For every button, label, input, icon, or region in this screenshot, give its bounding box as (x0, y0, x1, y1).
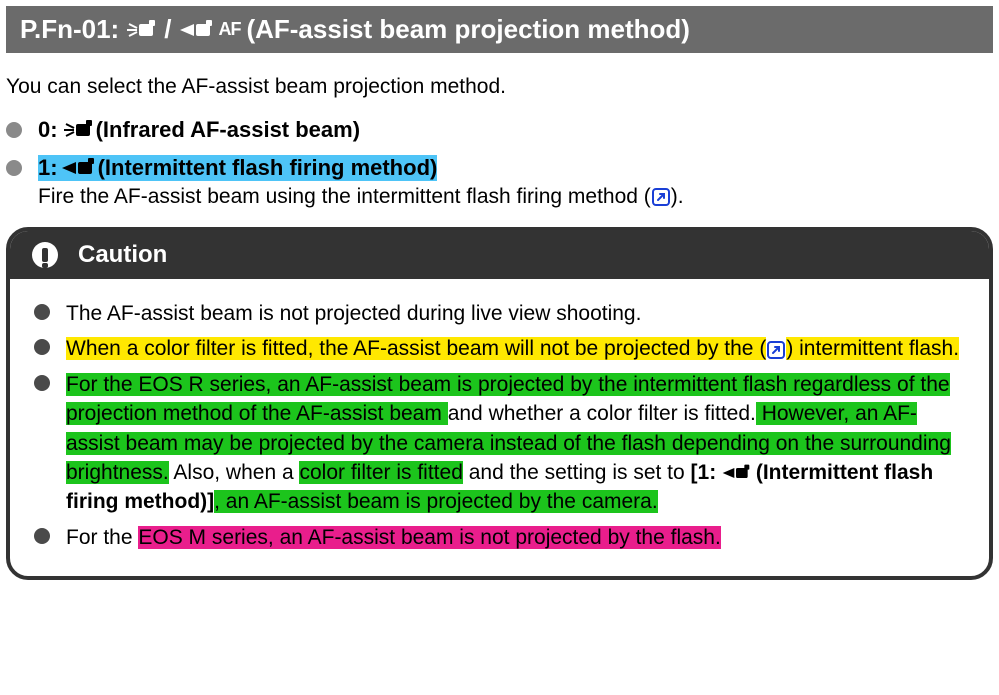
bullet-icon (34, 339, 50, 355)
caution-box: Caution The AF-assist beam is not projec… (6, 227, 993, 580)
c3-b: and whether a color filter is fitted. (448, 402, 756, 425)
option-1-num: 1: (38, 155, 58, 181)
af-label: AF (218, 19, 240, 40)
caution-body: The AF-assist beam is not projected duri… (10, 279, 989, 576)
caution-item-1: The AF-assist beam is not projected duri… (34, 299, 965, 328)
c4-b: EOS M series, an AF-assist beam is not p… (138, 526, 720, 549)
bullet-icon (34, 304, 50, 320)
option-1-row: 1: (Intermittent flash firing method) Fi… (6, 155, 993, 209)
infrared-beam-icon (125, 18, 155, 42)
caution-icon (32, 242, 58, 268)
c3-j: beam is projected by the camera. (347, 490, 658, 513)
separator-slash: / (164, 14, 171, 45)
option-1-body-post: ). (671, 185, 684, 208)
bullet-icon (34, 528, 50, 544)
option-1-body: Fire the AF-assist beam using the interm… (38, 185, 993, 209)
c3-i: , an AF-assist (214, 490, 347, 513)
bullet-icon (6, 160, 22, 176)
caution-item-4: For the EOS M series, an AF-assist beam … (34, 523, 965, 552)
bullet-icon (34, 375, 50, 391)
option-1-label: (Intermittent flash firing method) (98, 155, 438, 181)
header-title: (AF-assist beam projection method) (246, 14, 690, 45)
caution-item-1-text: The AF-assist beam is not projected duri… (66, 299, 965, 328)
c4-a: For the (66, 526, 138, 549)
option-0-heading: 0: (Infrared AF-assist beam) (38, 117, 360, 143)
option-0-num: 0: (38, 117, 58, 143)
caution-item-3-text: For the EOS R series, an AF-assist beam … (66, 370, 965, 517)
caution-item-4-text: For the EOS M series, an AF-assist beam … (66, 523, 965, 552)
intermittent-beam-icon (180, 18, 212, 42)
caution-heading-text: Caution (78, 241, 167, 269)
link-icon[interactable] (766, 340, 786, 360)
infrared-beam-icon (62, 118, 92, 142)
intro-text: You can select the AF-assist beam projec… (6, 75, 993, 99)
caution-header: Caution (10, 231, 989, 279)
caution-item-2-text: When a color filter is fitted, the AF-as… (66, 334, 965, 363)
c2-post: ) intermittent flash. (786, 337, 959, 360)
intermittent-beam-icon (722, 463, 750, 483)
c3-f: and the setting is set to (463, 461, 691, 484)
link-icon[interactable] (651, 187, 671, 207)
c3-e: color filter is fitted (299, 461, 462, 484)
intermittent-beam-icon (62, 156, 94, 180)
option-1-heading: 1: (Intermittent flash firing method) (38, 155, 437, 181)
c2-pre: When a color filter is fitted, the AF-as… (66, 337, 766, 360)
option-0-row: 0: (Infrared AF-assist beam) (6, 117, 993, 143)
option-1-body-pre: Fire the AF-assist beam using the interm… (38, 185, 651, 208)
caution-item-2: When a color filter is fitted, the AF-as… (34, 334, 965, 363)
c3-g: [1: (691, 461, 723, 484)
bullet-icon (6, 122, 22, 138)
section-header: P.Fn-01: / AF (AF-assist beam projection… (6, 6, 993, 53)
c3-d: Also, when a (169, 461, 300, 484)
caution-item-3: For the EOS R series, an AF-assist beam … (34, 370, 965, 517)
option-0-label: (Infrared AF-assist beam) (96, 117, 360, 143)
header-code: P.Fn-01: (20, 14, 119, 45)
